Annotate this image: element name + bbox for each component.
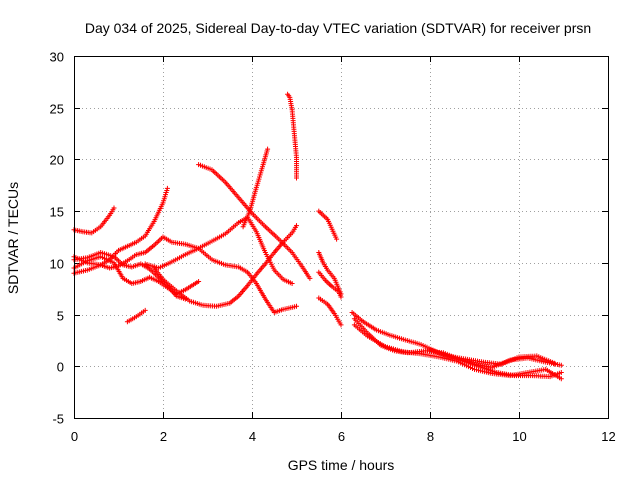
data-points: [71, 91, 564, 382]
data-point: [294, 175, 299, 181]
series-track-j: [240, 146, 271, 230]
data-point: [196, 279, 202, 284]
y-tick-label: 15: [50, 205, 64, 220]
series-track-f: [124, 307, 148, 325]
data-point: [111, 205, 117, 211]
data-point: [142, 307, 148, 313]
x-tick-label: 4: [249, 429, 256, 444]
plot-frame: [74, 56, 609, 419]
x-axis-label: GPS time / hours: [288, 457, 395, 473]
y-tick-label: 5: [57, 309, 64, 324]
data-point: [552, 360, 558, 366]
series-track-s: [427, 347, 558, 367]
data-point: [294, 223, 299, 229]
y-tick-label: 25: [50, 102, 64, 117]
y-tick-label: 10: [50, 257, 64, 272]
y-axis-label: SDTVAR / TECUs: [5, 182, 21, 294]
x-tick-label: 12: [601, 429, 615, 444]
series-track-b: [71, 254, 202, 297]
grid-lines: [74, 56, 608, 418]
x-tick-label: 10: [512, 429, 526, 444]
series-track-i: [151, 223, 299, 309]
series-track-g: [196, 162, 313, 281]
data-point: [307, 275, 313, 281]
x-tick-label: 0: [71, 429, 78, 444]
x-tick-label: 8: [427, 429, 434, 444]
series-track-h: [142, 214, 295, 286]
data-point: [164, 185, 170, 191]
series-track-a: [71, 205, 117, 236]
y-tick-label: 30: [50, 50, 64, 65]
x-tick-label: 2: [160, 429, 167, 444]
data-point: [338, 322, 344, 328]
y-tick-label: 0: [57, 360, 64, 375]
chart-title: Day 034 of 2025, Sidereal Day-to-day VTE…: [85, 20, 591, 36]
series-track-n: [316, 269, 344, 300]
x-tick-label: 6: [338, 429, 345, 444]
data-point: [334, 236, 340, 242]
series-track-m: [316, 250, 344, 297]
series-track-q: [351, 322, 564, 382]
data-point: [558, 370, 564, 375]
series-track-o: [316, 295, 344, 328]
data-point: [558, 362, 564, 368]
data-point: [558, 376, 564, 382]
data-point: [265, 146, 271, 152]
data-point: [294, 303, 299, 309]
y-tick-label: 20: [50, 153, 64, 168]
series-track-k: [285, 91, 299, 181]
data-point: [338, 294, 344, 300]
series-track-l: [316, 208, 340, 242]
y-tick-label: -5: [52, 412, 64, 427]
data-point: [289, 281, 295, 286]
